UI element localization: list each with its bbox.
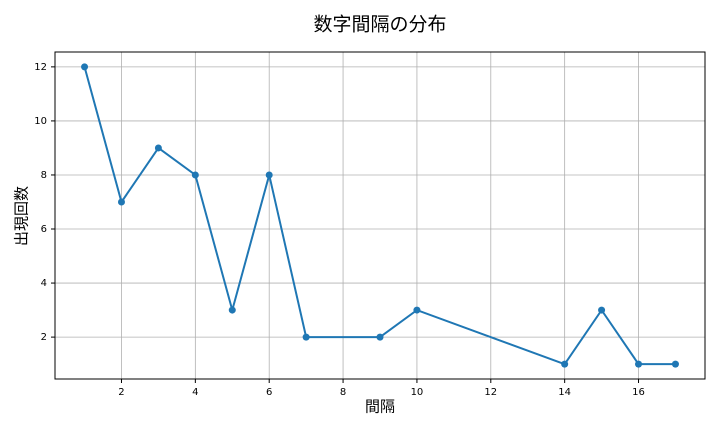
y-tick-label: 2 [41,332,47,343]
point [228,306,236,314]
y-tick-label: 4 [41,278,47,289]
plot-frame [54,51,706,380]
chart-title: 数字間隔の分布 [313,14,446,36]
point [635,360,643,368]
point [561,360,569,368]
x-tick-label: 4 [192,387,198,398]
point [154,144,162,152]
y-tick-label: 12 [34,62,47,73]
y-tick-label: 8 [41,170,47,181]
point [265,171,273,179]
line [83,66,676,366]
x-axis-label: 間隔 [365,398,395,416]
x-tick-label: 2 [118,387,124,398]
x-tick-label: 8 [340,387,346,398]
y-tick-label: 10 [34,116,47,127]
x-tick-label: 10 [411,387,424,398]
y-axis-label: 出現回数 [13,186,31,246]
point [302,333,310,341]
y-tick-label: 6 [41,224,47,235]
point [81,63,89,71]
point [191,171,199,179]
point [598,306,606,314]
x-tick-label: 6 [266,387,272,398]
point [376,333,384,341]
x-tick-label: 14 [558,387,571,398]
x-tick-label: 12 [484,387,497,398]
point [413,306,421,314]
point [117,198,125,206]
x-tick-label: 16 [632,387,645,398]
point [671,360,679,368]
